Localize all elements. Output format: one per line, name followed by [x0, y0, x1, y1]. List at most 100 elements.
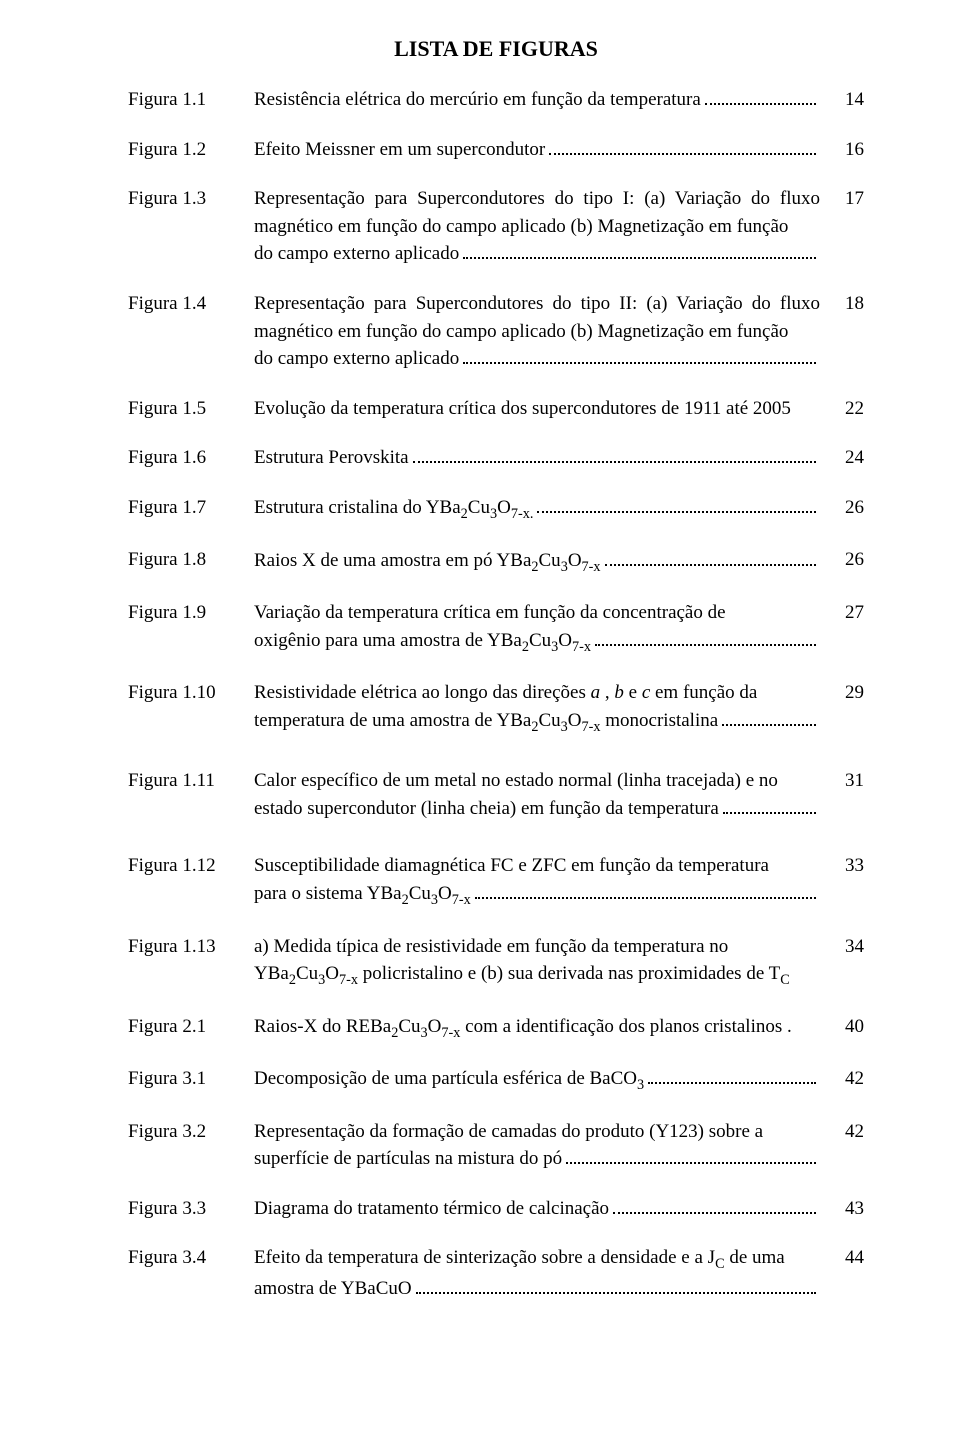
list-item: Figura 1.10Resistividade elétrica ao lon… — [128, 679, 864, 737]
list-item: Figura 3.2Representação da formação de c… — [128, 1118, 864, 1173]
page-number: 29 — [830, 679, 864, 707]
leader-dots — [705, 86, 816, 105]
figure-description: Efeito Meissner em um supercondutor — [254, 136, 830, 164]
description-lastline: Estrutura cristalina do YBa2Cu3O7-x. — [254, 494, 820, 525]
figure-label: Figura 3.1 — [128, 1065, 254, 1093]
figure-label: Figura 1.5 — [128, 395, 254, 423]
description-lastline: Efeito Meissner em um supercondutor — [254, 136, 820, 164]
figure-label: Figura 1.3 — [128, 185, 254, 213]
list-item: Figura 1.6Estrutura Perovskita 24 — [128, 444, 864, 472]
leader-dots — [595, 627, 816, 646]
description-tail: YBa2Cu3O7-x policristalino e (b) sua der… — [254, 960, 790, 990]
list-item: Figura 1.2Efeito Meissner em um supercon… — [128, 136, 864, 164]
list-item: Figura 1.4Representação para Supercondut… — [128, 290, 864, 373]
description-tail: do campo externo aplicado — [254, 240, 459, 268]
leader-dots — [549, 136, 816, 155]
figure-label: Figura 1.13 — [128, 933, 254, 961]
page: LISTA DE FIGURAS Figura 1.1Resistência e… — [0, 0, 960, 1432]
figure-description: Estrutura Perovskita — [254, 444, 830, 472]
page-number: 40 — [830, 1013, 864, 1041]
description-tail: oxigênio para uma amostra de YBa2Cu3O7-x — [254, 627, 591, 657]
page-number: 17 — [830, 185, 864, 213]
leader-dots — [463, 240, 816, 259]
list-item: Figura 3.4Efeito da temperatura de sinte… — [128, 1244, 864, 1302]
description-lastline: Evolução da temperatura crítica dos supe… — [254, 395, 820, 423]
figure-description: Representação para Supercondutores do ti… — [254, 185, 830, 268]
description-lastline: oxigênio para uma amostra de YBa2Cu3O7-x — [254, 627, 820, 658]
list-item: Figura 1.9Variação da temperatura crític… — [128, 599, 864, 657]
list-item: Figura 2.1Raios-X do REBa2Cu3O7-x com a … — [128, 1013, 864, 1043]
figure-description: Efeito da temperatura de sinterização so… — [254, 1244, 830, 1302]
page-number: 26 — [830, 546, 864, 574]
figure-description: Representação da formação de camadas do … — [254, 1118, 830, 1173]
description-lastline: YBa2Cu3O7-x policristalino e (b) sua der… — [254, 960, 820, 990]
list-item: Figura 1.3Representação para Supercondut… — [128, 185, 864, 268]
figure-label: Figura 3.4 — [128, 1244, 254, 1272]
figure-label: Figura 1.4 — [128, 290, 254, 318]
description-tail: Raios-X do REBa2Cu3O7-x com a identifica… — [254, 1013, 792, 1043]
description-text: Efeito da temperatura de sinterização so… — [254, 1244, 820, 1274]
figure-label: Figura 1.8 — [128, 546, 254, 574]
description-tail: do campo externo aplicado — [254, 345, 459, 373]
description-lastline: Diagrama do tratamento térmico de calcin… — [254, 1195, 820, 1223]
description-text: Resistividade elétrica ao longo das dire… — [254, 679, 820, 707]
description-lastline: Raios X de uma amostra em pó YBa2Cu3O7-x — [254, 546, 820, 577]
description-tail: superfície de partículas na mistura do p… — [254, 1145, 562, 1173]
figure-description: Calor específico de um metal no estado n… — [254, 767, 830, 822]
page-number: 42 — [830, 1118, 864, 1146]
figure-label: Figura 3.3 — [128, 1195, 254, 1223]
description-tail: Estrutura Perovskita — [254, 444, 409, 472]
figure-label: Figura 1.11 — [128, 767, 254, 795]
description-lastline: Estrutura Perovskita — [254, 444, 820, 472]
page-number: 31 — [830, 767, 864, 795]
list-item: Figura 1.11Calor específico de um metal … — [128, 767, 864, 822]
figure-description: Raios-X do REBa2Cu3O7-x com a identifica… — [254, 1013, 830, 1043]
description-tail: Raios X de uma amostra em pó YBa2Cu3O7-x — [254, 547, 601, 577]
leader-dots — [648, 1065, 816, 1084]
leader-dots — [566, 1145, 816, 1164]
description-text: Representação para Supercondutores do ti… — [254, 290, 820, 345]
figure-description: Variação da temperatura crítica em funçã… — [254, 599, 830, 657]
page-number: 18 — [830, 290, 864, 318]
page-number: 33 — [830, 852, 864, 880]
description-tail: para o sistema YBa2Cu3O7-x — [254, 880, 471, 910]
list-item: Figura 1.13a) Medida típica de resistivi… — [128, 933, 864, 991]
figure-description: Susceptibilidade diamagnética FC e ZFC e… — [254, 852, 830, 910]
page-number: 24 — [830, 444, 864, 472]
description-tail: Decomposição de uma partícula esférica d… — [254, 1065, 644, 1095]
figure-label: Figura 1.6 — [128, 444, 254, 472]
figure-label: Figura 2.1 — [128, 1013, 254, 1041]
figure-description: Decomposição de uma partícula esférica d… — [254, 1065, 830, 1096]
figure-description: Representação para Supercondutores do ti… — [254, 290, 830, 373]
description-tail: Diagrama do tratamento térmico de calcin… — [254, 1195, 609, 1223]
description-tail: amostra de YBaCuO — [254, 1275, 412, 1303]
description-tail: estado supercondutor (linha cheia) em fu… — [254, 795, 719, 823]
leader-dots — [723, 795, 816, 814]
description-lastline: do campo externo aplicado — [254, 240, 820, 268]
figure-label: Figura 3.2 — [128, 1118, 254, 1146]
figure-description: Estrutura cristalina do YBa2Cu3O7-x. — [254, 494, 830, 525]
page-number: 34 — [830, 933, 864, 961]
page-number: 44 — [830, 1244, 864, 1272]
leader-dots — [722, 707, 816, 726]
figure-description: Resistência elétrica do mercúrio em funç… — [254, 86, 830, 114]
description-lastline: Raios-X do REBa2Cu3O7-x com a identifica… — [254, 1013, 820, 1043]
description-text: Calor específico de um metal no estado n… — [254, 767, 820, 795]
figure-label: Figura 1.9 — [128, 599, 254, 627]
description-lastline: superfície de partículas na mistura do p… — [254, 1145, 820, 1173]
description-lastline: estado supercondutor (linha cheia) em fu… — [254, 795, 820, 823]
list-item: Figura 1.8Raios X de uma amostra em pó Y… — [128, 546, 864, 577]
figure-list: Figura 1.1Resistência elétrica do mercúr… — [128, 86, 864, 1302]
list-item: Figura 1.1Resistência elétrica do mercúr… — [128, 86, 864, 114]
leader-dots — [605, 546, 816, 565]
description-text: Susceptibilidade diamagnética FC e ZFC e… — [254, 852, 820, 880]
page-number: 26 — [830, 494, 864, 522]
description-lastline: temperatura de uma amostra de YBa2Cu3O7-… — [254, 707, 820, 738]
list-item: Figura 1.12Susceptibilidade diamagnética… — [128, 852, 864, 910]
leader-dots — [413, 444, 816, 463]
description-lastline: do campo externo aplicado — [254, 345, 820, 373]
page-title: LISTA DE FIGURAS — [128, 36, 864, 62]
figure-description: Evolução da temperatura crítica dos supe… — [254, 395, 830, 423]
figure-description: a) Medida típica de resistividade em fun… — [254, 933, 830, 991]
description-tail: Efeito Meissner em um supercondutor — [254, 136, 545, 164]
